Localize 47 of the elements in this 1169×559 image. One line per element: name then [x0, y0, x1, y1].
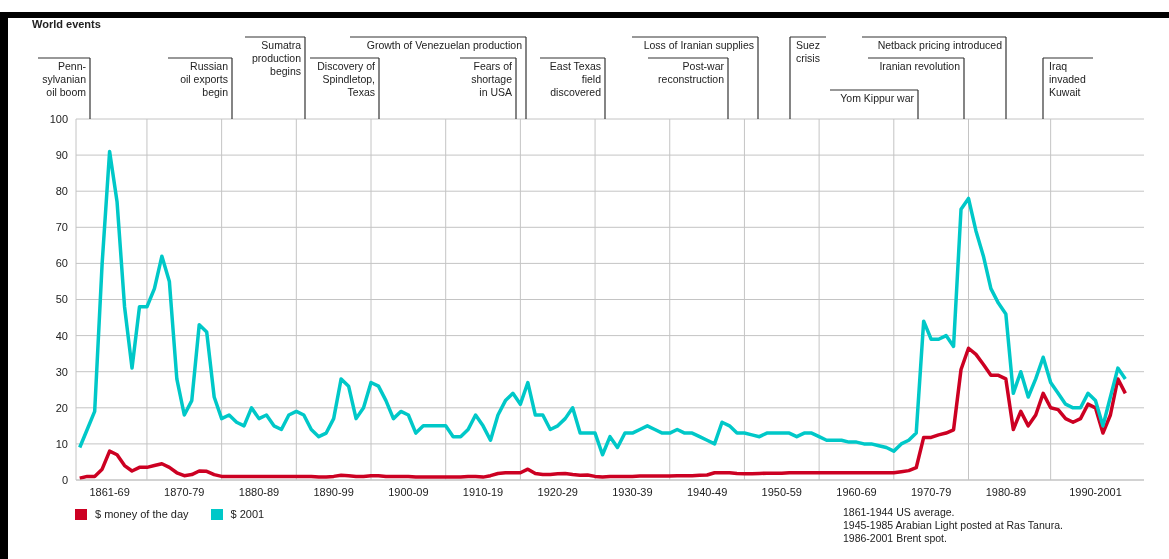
legend-label: $ 2001 [230, 508, 265, 520]
text: Fears of shortage in USA [471, 60, 513, 98]
text: Yom Kippur war [840, 92, 915, 104]
line-series [77, 346, 1128, 480]
text: Iranian revolution [879, 60, 961, 72]
x-tick-label: 1960-69 [836, 485, 877, 498]
text: Penn- sylvanian oil boom [42, 60, 87, 98]
x-tick-label: 1980-89 [985, 485, 1027, 498]
text: 1945-1985 Arabian Light posted at Ras Tanura. [843, 519, 1063, 532]
chart-title: World events [32, 18, 101, 30]
y-tick-label: 80 [55, 185, 68, 198]
x-tick-label: 1930-39 [612, 485, 653, 498]
text: 1986-2001 Brent spot. [843, 532, 948, 545]
line-series [77, 149, 1128, 457]
y-tick-label: 10 [55, 437, 68, 450]
x-tick-label: 1910-19 [462, 485, 504, 498]
text: Iraq invaded Kuwait [1049, 60, 1086, 98]
text: Netback pricing introduced [877, 39, 1003, 51]
x-tick-label: 1990-2001 [1069, 485, 1122, 498]
text: East Texas field discovered [549, 60, 602, 98]
y-tick-label: 60 [55, 257, 68, 270]
x-tick-label: 1870-79 [164, 485, 205, 498]
y-tick-label: 90 [55, 149, 68, 162]
text: Sumatra production begins [251, 39, 302, 77]
x-tick-label: 1950-59 [761, 485, 802, 498]
x-tick-label: 1900-09 [388, 485, 429, 498]
x-tick-label: 1890-99 [313, 485, 354, 498]
text: 1861-1944 US average. [843, 506, 956, 519]
text: Russian oil exports begin [180, 60, 229, 98]
text: Loss of Iranian supplies [643, 39, 754, 51]
text: Growth of Venezuelan production [366, 39, 523, 51]
text: Suez crisis [796, 39, 820, 64]
y-tick-label: 40 [55, 329, 68, 342]
y-tick-label: 50 [55, 293, 68, 306]
legend-label: $ money of the day [95, 508, 189, 520]
y-tick-label: 70 [55, 221, 68, 234]
y-tick-label: 30 [55, 365, 68, 378]
text: Post-war reconstruction [658, 60, 725, 85]
x-tick-label: 1920-29 [537, 485, 578, 498]
text: Discovery of Spindletop, Texas [317, 60, 376, 98]
x-tick-label: 1861-69 [89, 485, 130, 498]
y-tick-label: 20 [55, 401, 68, 414]
y-tick-label: 100 [49, 112, 68, 125]
y-tick-label: 0 [61, 473, 68, 486]
x-tick-label: 1940-49 [686, 485, 728, 498]
x-tick-label: 1970-79 [910, 485, 952, 498]
x-tick-label: 1880-89 [238, 485, 280, 498]
